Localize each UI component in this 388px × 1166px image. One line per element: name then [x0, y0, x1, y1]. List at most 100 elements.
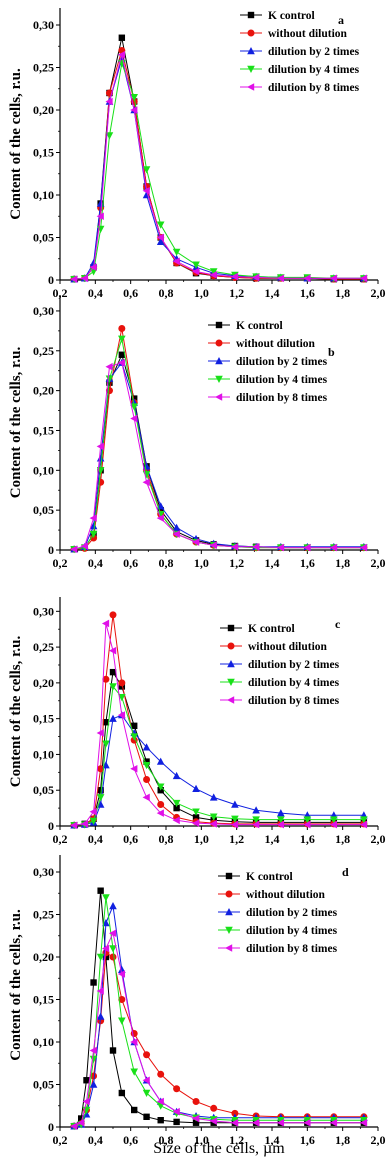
series-line-2: [73, 361, 364, 550]
series-line-4: [73, 931, 364, 1127]
y-tick-label: 0,20: [33, 950, 54, 964]
legend-label: dilution by 4 times: [248, 677, 340, 689]
y-tick-label: 0,05: [33, 503, 54, 517]
data-point: [80, 820, 88, 828]
x-tick-label: 1,8: [335, 286, 350, 300]
data-point: [173, 1118, 180, 1126]
series-line-3: [74, 338, 364, 550]
series-line-4: [74, 54, 364, 280]
data-point: [192, 808, 200, 816]
legend-marker: [227, 624, 235, 632]
x-tick-label: 0,2: [53, 556, 68, 570]
x-tick-label: 1,2: [229, 556, 244, 570]
data-point: [118, 335, 126, 343]
x-tick-label: 0,6: [123, 1133, 138, 1147]
x-tick-label: 0,2: [53, 1133, 68, 1147]
x-tick-label: 1,4: [265, 556, 280, 570]
data-point: [277, 809, 285, 817]
data-point: [142, 1076, 150, 1085]
data-point: [277, 816, 285, 824]
legend-marker: [227, 660, 235, 668]
data-point: [143, 775, 151, 783]
x-tick-label: 0,6: [123, 832, 138, 846]
data-point: [172, 530, 180, 538]
data-point: [156, 809, 164, 817]
data-point: [117, 970, 126, 978]
data-point: [303, 820, 311, 829]
y-tick-label: 0,30: [33, 18, 54, 32]
data-point: [192, 538, 200, 546]
x-tick-label: 1,8: [335, 832, 350, 846]
x-tick-label: 0,6: [123, 556, 138, 570]
data-point: [142, 478, 150, 487]
data-point: [330, 816, 338, 824]
data-point: [89, 817, 98, 825]
data-point: [156, 237, 165, 245]
data-point: [102, 719, 110, 726]
data-point: [89, 1055, 98, 1063]
data-point: [156, 783, 165, 791]
data-point: [252, 1118, 260, 1127]
data-point: [89, 1080, 98, 1088]
data-point: [105, 375, 114, 383]
data-point: [156, 221, 165, 229]
data-point: [117, 358, 126, 367]
y-tick-label: 0,15: [33, 423, 54, 437]
y-tick-label: 0,10: [33, 188, 54, 202]
panel-label: c: [335, 617, 341, 631]
chart-panel-b: 0 0,05 0,10 0,15 0,20 0,25 0,30 0,2 0,4 0,6 0,8 1,0…: [8, 295, 386, 570]
data-point: [82, 1097, 90, 1106]
legend-marker: [247, 65, 255, 73]
data-point: [330, 1117, 338, 1125]
data-point: [157, 801, 165, 809]
data-point: [97, 765, 105, 773]
data-point: [172, 248, 181, 256]
legend-label: K control: [248, 623, 295, 635]
data-point: [156, 233, 164, 242]
data-point: [359, 820, 368, 829]
data-point: [303, 274, 311, 283]
data-point: [118, 324, 126, 332]
data-point: [360, 1117, 368, 1125]
legend-label: dilution by 4 times: [268, 64, 360, 76]
data-point: [192, 261, 200, 269]
data-point: [89, 263, 97, 272]
data-point: [96, 212, 104, 221]
y-tick-label: 0,05: [33, 231, 54, 245]
data-point: [142, 761, 151, 770]
data-point: [230, 820, 239, 829]
legend-label: dilution by 2 times: [236, 356, 328, 368]
legend-label: K control: [246, 871, 293, 883]
data-point: [142, 462, 151, 470]
data-point: [118, 996, 126, 1003]
legend-marker: [225, 908, 233, 916]
data-point: [303, 1117, 312, 1125]
data-point: [359, 1118, 368, 1127]
data-point: [118, 1089, 126, 1097]
y-tick-label: 0,30: [33, 604, 54, 618]
data-point: [109, 646, 117, 655]
data-point: [96, 1012, 105, 1020]
data-point: [101, 944, 110, 953]
x-tick-label: 1,0: [194, 556, 209, 570]
data-point: [192, 1119, 200, 1126]
x-axis-label: Size of the cells, µm: [153, 1140, 285, 1157]
data-point: [277, 1117, 285, 1125]
data-point: [70, 1122, 78, 1130]
x-tick-label: 2,0: [371, 286, 386, 300]
data-point: [173, 804, 180, 812]
data-point: [143, 758, 150, 765]
data-point: [157, 1117, 164, 1124]
legend-marker: [225, 890, 233, 898]
data-point: [172, 257, 180, 266]
x-tick-label: 1,2: [229, 286, 244, 300]
series-line-2: [73, 904, 364, 1127]
x-tick-label: 1,2: [229, 1133, 244, 1147]
data-point: [303, 816, 312, 824]
data-point: [252, 1117, 260, 1125]
legend-label: K control: [268, 10, 315, 22]
y-tick-label: 0,20: [33, 676, 54, 690]
data-point: [209, 820, 217, 828]
data-point: [230, 1118, 239, 1127]
